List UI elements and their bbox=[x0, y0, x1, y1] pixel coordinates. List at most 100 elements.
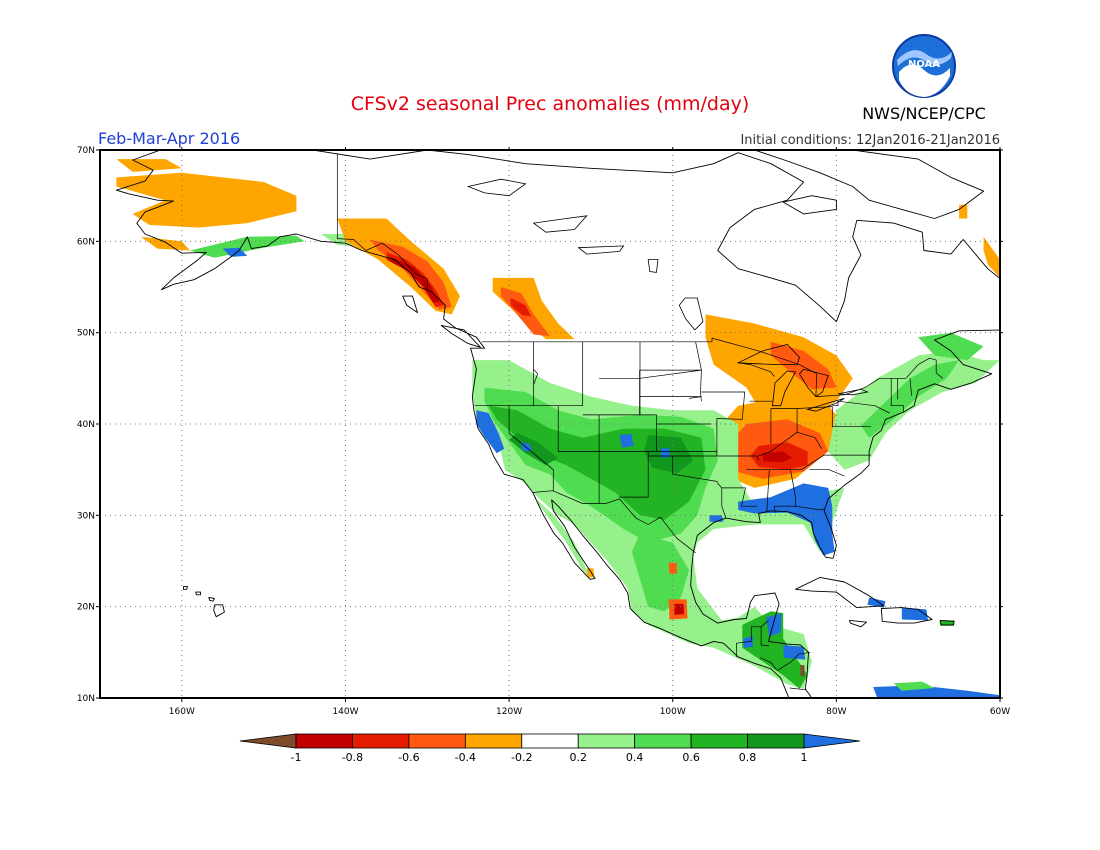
anomaly-region-labrador-dry bbox=[983, 236, 1000, 278]
colorbar-tick-label: -1 bbox=[291, 751, 302, 764]
coastline-hawaii-oahu bbox=[195, 591, 202, 596]
colorbar-tick-label: 0.2 bbox=[569, 751, 587, 764]
lake-great-slave-lake bbox=[532, 215, 588, 233]
colorbar-swatch bbox=[747, 733, 805, 749]
anomaly-region-baja-tip-dry bbox=[586, 568, 595, 578]
anomaly-region-kansas-very-wet bbox=[660, 447, 671, 458]
colorbar-tick-label: 1 bbox=[801, 751, 808, 764]
season-label: Feb-Mar-Apr 2016 bbox=[98, 129, 240, 148]
border-state-line-west-19 bbox=[721, 487, 757, 507]
border-state-line-west-13 bbox=[640, 396, 702, 399]
lakes-layer bbox=[466, 178, 869, 412]
lake-lake-superior bbox=[736, 344, 800, 366]
border-state-line-west-20 bbox=[716, 455, 759, 461]
colorbar-tick-label: -0.6 bbox=[398, 751, 419, 764]
colorbar-swatch bbox=[634, 733, 692, 749]
anomaly-region-alaska-southwest-dry bbox=[140, 236, 190, 251]
anomaly-region-venezuela-wet-green bbox=[893, 681, 935, 691]
lon-tick-label: 100W bbox=[660, 707, 686, 717]
noaa-logo-text: NOAA bbox=[908, 59, 940, 70]
border-state-line-west-18 bbox=[716, 482, 727, 519]
anomaly-region-nicaragua-dry-brown bbox=[800, 665, 805, 677]
border-state-line-east-5 bbox=[809, 469, 845, 477]
colorbar-swatch bbox=[521, 733, 579, 749]
anomaly-region-northeast-coast-wet-core bbox=[860, 360, 960, 438]
border-state-line-west-9 bbox=[618, 451, 649, 498]
anomaly-region-mexico-plateau-wet bbox=[631, 533, 690, 612]
border-state-line-east-13 bbox=[909, 378, 912, 396]
colorbar-tick-label: 0.4 bbox=[626, 751, 644, 764]
anomaly-region-caribbean-wet bbox=[867, 597, 886, 608]
coastline-cuba bbox=[795, 576, 885, 609]
colorbar-swatch bbox=[690, 733, 748, 749]
lake-lake-athabasca bbox=[577, 245, 625, 255]
anomaly-region-central-america-wet bbox=[742, 611, 808, 689]
lat-tick-label: 50N bbox=[77, 329, 95, 339]
coastline-hawaii-maui bbox=[208, 597, 215, 602]
anomaly-region-central-america-very-wet bbox=[766, 613, 782, 637]
lake-lake-ontario bbox=[837, 388, 869, 396]
colorbar-swatch bbox=[295, 733, 353, 749]
anomaly-region-alaska-kodiak-very-wet bbox=[222, 247, 248, 257]
coastline-puerto-rico bbox=[939, 619, 955, 626]
border-us-mexico-border bbox=[532, 490, 696, 554]
initial-conditions-label: Initial conditions: 12Jan2016-21Jan2016 bbox=[740, 133, 1000, 148]
anomaly-region-honduras-very-wet bbox=[783, 645, 806, 660]
border-state-line-east-1 bbox=[746, 454, 871, 471]
colorbar-low-triangle bbox=[239, 733, 297, 749]
colorbar-tick-label: 0.6 bbox=[682, 751, 700, 764]
lon-tick-label: 160W bbox=[169, 707, 195, 717]
anomaly-region-west-wet-dark bbox=[488, 405, 706, 520]
border-central-america-borders-3 bbox=[777, 651, 811, 671]
border-state-line-west-2 bbox=[474, 341, 584, 407]
lake-great-bear-lake bbox=[466, 178, 527, 197]
map-title: CFSv2 seasonal Prec anomalies (mm/day) bbox=[351, 93, 750, 115]
agency-label: NWS/NCEP/CPC bbox=[862, 104, 986, 123]
anomaly-region-mexico-dry-core bbox=[674, 603, 685, 615]
lon-tick-label: 120W bbox=[496, 707, 522, 717]
colorbar-tick-label: -0.2 bbox=[511, 751, 532, 764]
anomaly-region-west-wet-darkest bbox=[509, 433, 559, 466]
coastline-layer bbox=[115, 150, 1059, 698]
border-central-america-borders-1 bbox=[760, 626, 770, 647]
border-state-line-east-10 bbox=[832, 400, 890, 414]
coastline-hawaii-kauai bbox=[183, 586, 188, 590]
anomaly-region-northeast-coast-wet bbox=[828, 350, 1000, 470]
border-state-line-west-15 bbox=[672, 456, 718, 482]
lake-lake-huron bbox=[799, 368, 829, 398]
lake-lake-winnipeg bbox=[678, 297, 704, 331]
anomaly-region-alaska-northwest-dry bbox=[116, 159, 182, 172]
lat-tick-label: 20N bbox=[77, 603, 95, 613]
anomaly-shading-layer bbox=[116, 159, 1000, 698]
border-central-america-borders-2 bbox=[760, 657, 777, 670]
anomaly-region-nevada-very-wet bbox=[521, 442, 532, 452]
lon-tick-label: 140W bbox=[332, 707, 358, 717]
anomaly-region-canadian-rockies-dry-darkcore bbox=[510, 298, 532, 317]
colorbar-tick-label: -0.4 bbox=[455, 751, 476, 764]
graticule-layer bbox=[100, 150, 1000, 698]
lat-tick-label: 60N bbox=[77, 237, 95, 247]
border-state-line-east-4 bbox=[795, 505, 825, 511]
lake-lake-erie bbox=[806, 398, 845, 412]
border-alaska-canada-border bbox=[336, 153, 428, 290]
axis-ticks-layer: 160W 140W 120W 100W 80W 60W 70N 60N 50N 40N 30N 20N… bbox=[77, 146, 1010, 717]
anomaly-region-alaska-interior-dry bbox=[116, 172, 297, 228]
border-state-line-east-15 bbox=[738, 362, 775, 377]
colorbar-swatch bbox=[464, 733, 523, 749]
border-layer bbox=[336, 153, 943, 691]
colorbar-tick-label: -0.8 bbox=[342, 751, 363, 764]
coastline-newfoundland bbox=[1008, 319, 1059, 362]
colorbar-high-triangle bbox=[803, 733, 861, 749]
colorbar-swatch bbox=[577, 733, 636, 749]
coastline-hudson-bay-islands bbox=[782, 195, 837, 215]
border-state-line-west-3 bbox=[508, 405, 554, 491]
lat-tick-label: 30N bbox=[77, 511, 95, 521]
coastline-hawaii-big-island bbox=[213, 604, 225, 618]
lat-tick-label: 70N bbox=[77, 146, 95, 156]
colorbar-swatch bbox=[352, 733, 410, 749]
border-us-canada-border bbox=[482, 337, 943, 397]
lon-tick-label: 80W bbox=[826, 707, 846, 717]
lat-tick-label: 40N bbox=[77, 420, 95, 430]
anomaly-region-mexico-gulf-dry bbox=[668, 562, 677, 574]
